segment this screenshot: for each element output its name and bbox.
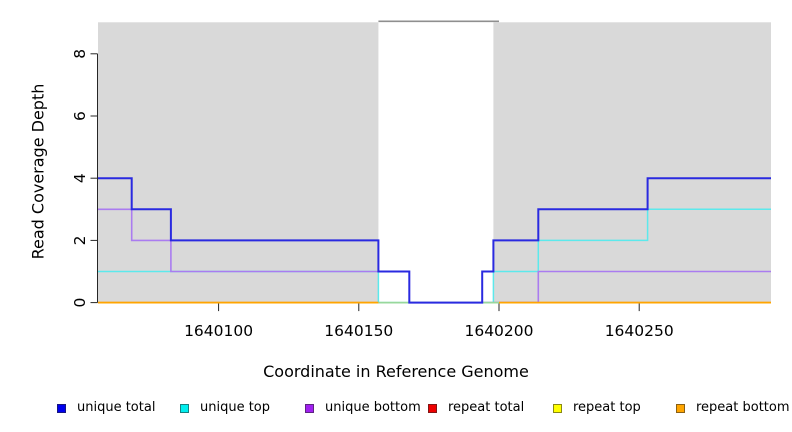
x-tick-label: 1640150 xyxy=(324,322,393,340)
legend: unique total unique top unique bottom re… xyxy=(0,400,792,422)
repeat-total-swatch-icon xyxy=(428,403,437,413)
legend-item-repeat-total: repeat total xyxy=(428,400,524,416)
legend-item-repeat-bottom: repeat bottom xyxy=(676,400,790,416)
x-axis-label: Coordinate in Reference Genome xyxy=(263,362,529,381)
legend-label: repeat bottom xyxy=(696,400,790,415)
unique-bottom-swatch-icon xyxy=(305,403,314,413)
x-tick-label: 1640100 xyxy=(184,322,253,340)
x-tick-label: 1640250 xyxy=(605,322,674,340)
legend-label: unique bottom xyxy=(325,400,421,415)
series-unique-top xyxy=(98,208,771,304)
legend-label: unique top xyxy=(200,400,271,415)
y-tick-label: 4 xyxy=(71,173,89,183)
repeat-bottom-swatch-icon xyxy=(676,403,685,413)
series-unique-bottom xyxy=(98,208,771,304)
legend-item-repeat-top: repeat top xyxy=(553,400,641,416)
y-tick-label: 0 xyxy=(71,298,89,308)
unique-top-swatch-icon xyxy=(180,403,189,413)
y-tick-label: 6 xyxy=(71,111,89,121)
y-tick-label: 8 xyxy=(71,49,89,59)
legend-item-unique-total: unique total xyxy=(57,400,155,416)
legend-label: repeat top xyxy=(573,400,641,415)
y-axis-label: Read Coverage Depth xyxy=(28,83,48,260)
series-unique-total xyxy=(98,177,771,304)
repeat-top-swatch-icon xyxy=(553,403,562,413)
legend-item-unique-bottom: unique bottom xyxy=(305,400,421,416)
legend-item-unique-top: unique top xyxy=(180,400,270,416)
x-tick-label: 1640200 xyxy=(464,322,533,340)
unique-total-swatch-icon xyxy=(57,403,66,413)
right-shaded-region xyxy=(493,22,771,303)
y-tick-label: 2 xyxy=(71,235,89,245)
left-shaded-region xyxy=(98,22,379,303)
legend-label: repeat total xyxy=(448,400,525,415)
legend-label: unique total xyxy=(77,400,156,415)
